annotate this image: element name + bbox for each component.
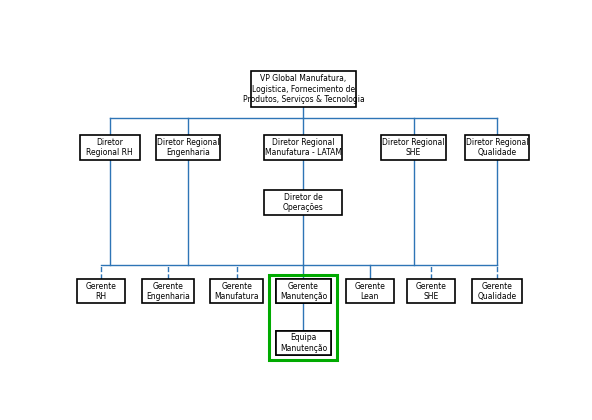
Text: Gerente
Engenharia: Gerente Engenharia: [146, 282, 190, 301]
Text: Gerente
Manutenção: Gerente Manutenção: [280, 282, 327, 301]
Text: Diretor Regional
Qualidade: Diretor Regional Qualidade: [466, 138, 528, 157]
Text: Diretor
Regional RH: Diretor Regional RH: [86, 138, 133, 157]
Text: Diretor Regional
SHE: Diretor Regional SHE: [382, 138, 445, 157]
Text: Diretor Regional
Manufatura - LATAM: Diretor Regional Manufatura - LATAM: [265, 138, 342, 157]
Text: Diretor Regional
Engenharia: Diretor Regional Engenharia: [156, 138, 219, 157]
Text: Gerente
Manutenção: Gerente Manutenção: [280, 282, 327, 301]
FancyBboxPatch shape: [472, 279, 522, 304]
FancyBboxPatch shape: [381, 135, 446, 160]
FancyBboxPatch shape: [276, 331, 331, 355]
Text: Equipa
Manutenção: Equipa Manutenção: [280, 333, 327, 353]
Text: Gerente
RH: Gerente RH: [85, 282, 116, 301]
FancyBboxPatch shape: [465, 135, 529, 160]
FancyBboxPatch shape: [346, 279, 394, 304]
FancyBboxPatch shape: [265, 135, 342, 160]
Text: VP Global Manufatura,
Logistica, Fornecimento de
Produtos, Serviços & Tecnologia: VP Global Manufatura, Logistica, Forneci…: [243, 74, 364, 104]
Text: Equipa
Manutenção: Equipa Manutenção: [280, 333, 327, 353]
Text: Diretor de
Operações: Diretor de Operações: [283, 193, 324, 212]
Text: Gerente
Lean: Gerente Lean: [355, 282, 385, 301]
FancyBboxPatch shape: [276, 331, 331, 355]
Text: Gerente
Manufatura: Gerente Manufatura: [214, 282, 259, 301]
FancyBboxPatch shape: [141, 279, 194, 304]
Text: Gerente
SHE: Gerente SHE: [416, 282, 446, 301]
FancyBboxPatch shape: [80, 135, 140, 160]
FancyBboxPatch shape: [265, 190, 342, 215]
FancyBboxPatch shape: [211, 279, 263, 304]
FancyBboxPatch shape: [276, 279, 331, 304]
Text: Gerente
Qualidade: Gerente Qualidade: [478, 282, 517, 301]
FancyBboxPatch shape: [156, 135, 220, 160]
FancyBboxPatch shape: [407, 279, 455, 304]
FancyBboxPatch shape: [276, 279, 331, 304]
FancyBboxPatch shape: [76, 279, 125, 304]
FancyBboxPatch shape: [250, 71, 356, 107]
